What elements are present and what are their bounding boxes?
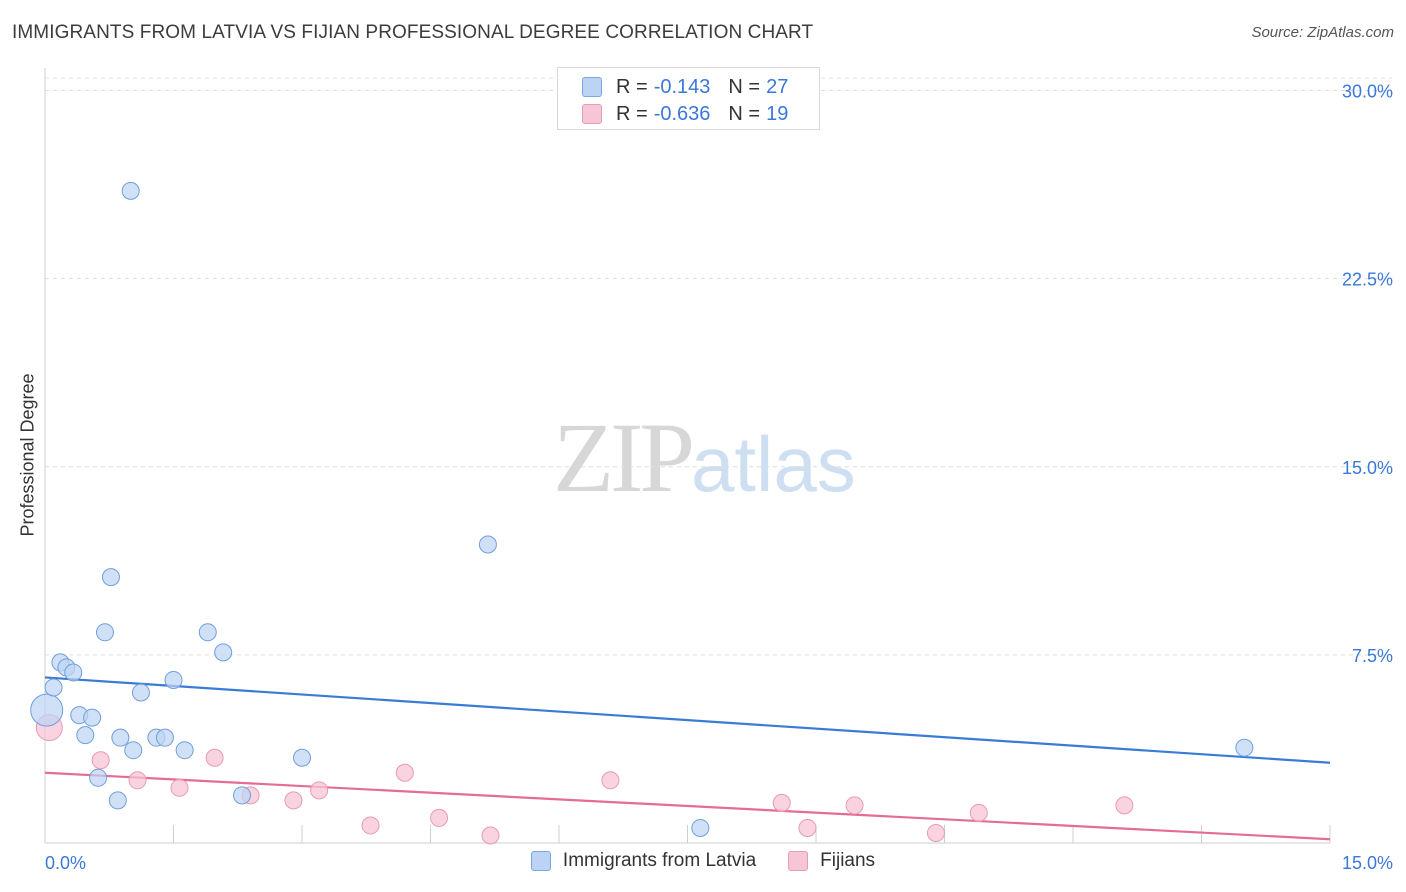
data-point-fijians <box>798 818 817 837</box>
legend-r-label: R = <box>616 75 648 98</box>
y-tick-label: 22.5% <box>1342 270 1393 290</box>
legend-r-value: -0.143 <box>653 75 711 98</box>
data-point-latvia <box>691 818 710 837</box>
data-point-fijians <box>601 771 620 790</box>
y-tick-label: 15.0% <box>1342 458 1393 478</box>
legend-row-fijians: R = -0.636 N = 19 <box>582 101 788 127</box>
data-point-latvia <box>64 663 83 682</box>
chart-title: IMMIGRANTS FROM LATVIA VS FIJIAN PROFESS… <box>12 22 814 43</box>
data-point-latvia <box>89 768 108 787</box>
data-point-fijians <box>772 793 791 812</box>
x-tick-label: 0.0% <box>45 853 86 873</box>
data-point-latvia <box>155 728 174 747</box>
source-label: Source: ZipAtlas.com <box>1251 24 1394 41</box>
series-label-latvia: Immigrants from Latvia <box>562 850 757 871</box>
data-point-fijians <box>845 796 864 815</box>
y-tick-label: 7.5% <box>1352 646 1393 666</box>
legend-r-label: R = <box>616 102 648 125</box>
data-point-latvia <box>131 683 150 702</box>
data-point-fijians <box>170 778 189 797</box>
data-point-fijians <box>969 803 988 822</box>
legend-r-value: -0.636 <box>653 102 711 125</box>
data-point-latvia <box>175 741 194 760</box>
data-point-latvia <box>198 623 217 642</box>
data-point-latvia <box>95 623 114 642</box>
watermark: ZIPatlas <box>553 400 856 515</box>
legend-n-value: 19 <box>766 102 789 125</box>
data-point-latvia <box>1235 738 1254 757</box>
trend-line-fijians <box>44 771 1331 841</box>
data-point-latvia <box>233 786 252 805</box>
data-point-fijians <box>926 823 945 842</box>
data-point-latvia <box>111 728 130 747</box>
watermark-atlas: atlas <box>691 420 856 508</box>
data-point-latvia <box>76 726 95 745</box>
data-point-fijians <box>395 763 414 782</box>
data-point-latvia <box>101 568 120 587</box>
series-legend-fijians: Fijians <box>788 850 875 872</box>
data-point-latvia <box>30 693 64 727</box>
legend-swatch-fijians <box>582 104 602 124</box>
data-point-fijians <box>361 816 380 835</box>
series-swatch-fijians <box>788 851 809 871</box>
data-point-latvia <box>108 791 127 810</box>
data-point-latvia <box>293 748 311 767</box>
data-point-latvia <box>478 535 497 554</box>
data-point-latvia <box>121 181 140 200</box>
legend-swatch-latvia <box>582 77 602 97</box>
data-point-latvia <box>83 708 102 727</box>
data-point-latvia <box>164 670 183 689</box>
y-tick-label: 30.0% <box>1342 82 1393 102</box>
data-point-fijians <box>128 771 147 790</box>
legend-n-value: 27 <box>766 75 789 98</box>
series-swatch-latvia <box>530 851 551 871</box>
data-point-fijians <box>481 826 500 845</box>
data-point-fijians <box>91 751 110 770</box>
series-label-fijians: Fijians <box>820 850 876 871</box>
data-point-latvia <box>214 643 233 662</box>
series-legend-latvia: Immigrants from Latvia <box>530 850 757 872</box>
data-point-fijians <box>1115 796 1134 815</box>
correlation-legend: R = -0.143 N = 27 R = -0.636 N = 19 <box>557 67 820 130</box>
trend-line-latvia <box>44 676 1331 764</box>
data-point-fijians <box>205 748 224 767</box>
x-tick-label: 15.0% <box>1342 853 1393 873</box>
data-point-fijians <box>310 781 329 800</box>
legend-row-latvia: R = -0.143 N = 27 <box>582 74 788 100</box>
data-point-latvia <box>44 678 63 697</box>
legend-n-label: N = <box>728 102 761 125</box>
watermark-zip: ZIP <box>553 402 695 513</box>
series-legend: Immigrants from Latvia Fijians <box>0 850 1406 872</box>
legend-n-label: N = <box>728 75 761 98</box>
data-point-fijians <box>430 808 449 827</box>
data-point-fijians <box>284 791 303 810</box>
data-point-latvia <box>124 741 143 760</box>
y-axis-label: Professional Degree <box>17 373 38 537</box>
